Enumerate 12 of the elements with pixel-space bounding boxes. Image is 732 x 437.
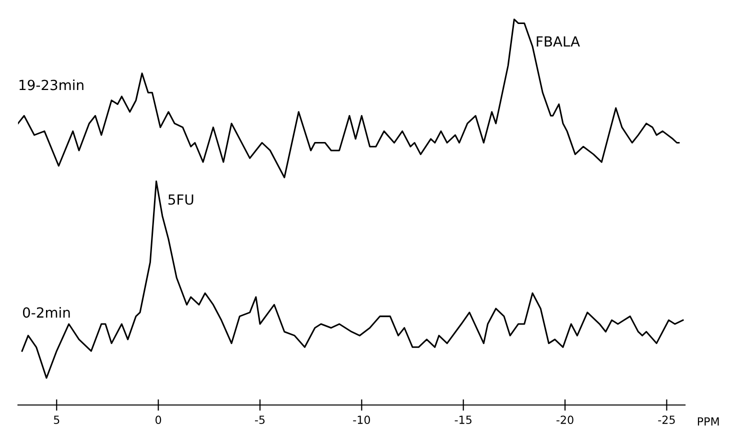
x-tick-label: -10 xyxy=(353,416,370,424)
x-tick-label: -5 xyxy=(254,416,265,424)
annotation: 5FU xyxy=(168,194,194,205)
x-tick-label: 0 xyxy=(156,416,162,424)
x-axis-title: PPM xyxy=(698,417,719,426)
x-tick-label: 5 xyxy=(54,416,60,424)
x-tick-label: -25 xyxy=(658,416,675,424)
series-label: 0-2min xyxy=(22,307,70,318)
x-tick-label: -20 xyxy=(556,416,574,424)
annotation: FBALA xyxy=(536,36,580,46)
series-label: 19-23min xyxy=(20,79,84,90)
x-tick-label: -15 xyxy=(454,416,472,424)
